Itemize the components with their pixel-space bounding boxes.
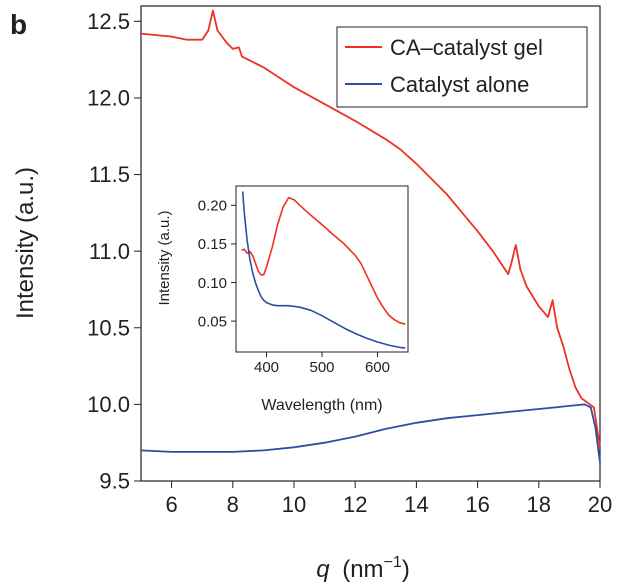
y-tick-label: 9.5 [99,469,130,494]
x-tick-label: 16 [465,492,489,517]
y-tick-label: 0.10 [198,275,227,292]
main-plot-frame [140,5,601,482]
inset-lines [241,191,406,349]
legend-label-gel: CA–catalyst gel [390,35,543,60]
x-tick-label: 6 [165,492,177,517]
y-tick-label: 0.05 [198,313,227,330]
x-tick-label: 600 [365,359,390,376]
inset-y-axis-title: Intensity (a.u.) [156,210,173,305]
main-plot: 6 8 10 12 14 16 18 20 9.5 10.0 10.5 11.0 11.5 12.0 12.… [12,5,612,583]
main-lines [140,9,601,463]
inset-x-axis-title: Wavelength (nm) [261,397,382,414]
y-tick-label: 12.5 [87,9,130,34]
panel-label: b [10,9,27,40]
y-tick-label: 0.20 [198,198,227,215]
y-tick-label: 12.0 [87,86,130,111]
y-tick-label: 11.5 [89,162,130,187]
main-ticks: 6 8 10 12 14 16 18 20 9.5 10.0 10.5 11.0 11.5 12.0 12.… [87,9,612,517]
legend: CA–catalyst gel Catalyst alone [336,26,588,108]
x-tick-label: 8 [227,492,239,517]
x-axis-unit-base: (nm [342,556,383,583]
y-tick-label: 0.15 [198,236,227,253]
y-tick-label: 11.0 [89,239,130,264]
main-y-axis-title: Intensity (a.u.) [12,167,39,319]
inset-plot: 400 500 600 0.05 0.10 0.15 0.20 Intensity (a.u… [156,185,409,414]
legend-label-catalyst: Catalyst alone [390,72,529,97]
x-tick-label: 14 [404,492,428,517]
series-line-0 [140,9,601,448]
y-tick-label: 10.0 [87,392,130,417]
series-line-1 [140,403,601,463]
legend-box [336,26,588,108]
inset-plot-frame [235,185,409,353]
x-tick-label: 20 [588,492,612,517]
x-tick-label: 10 [282,492,306,517]
x-axis-unit-exponent: −1 [384,554,402,571]
inset-ticks: 400 500 600 0.05 0.10 0.15 0.20 [198,198,390,376]
series-line-1 [241,191,406,349]
x-tick-label: 12 [343,492,367,517]
series-line-0 [241,196,406,325]
x-tick-label: 400 [254,359,279,376]
y-tick-label: 10.5 [87,315,130,340]
x-tick-label: 18 [527,492,551,517]
x-axis-variable: q [316,556,330,583]
x-tick-label: 500 [309,359,334,376]
main-x-axis-title: q (nm−1) [316,554,410,583]
x-axis-unit-close: ) [402,556,410,583]
